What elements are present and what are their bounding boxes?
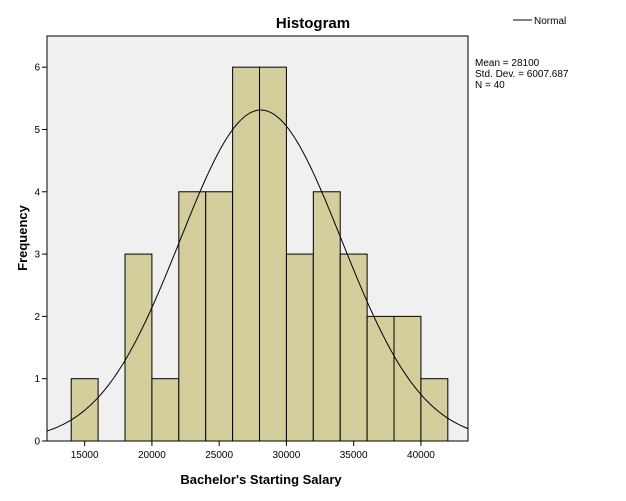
x-axis-label: Bachelor's Starting Salary xyxy=(180,472,342,487)
stat-std-dev: Std. Dev. = 6007.687 xyxy=(475,69,569,80)
histogram-bar xyxy=(259,66,287,442)
histogram-bar xyxy=(393,315,422,442)
axes: 0 1 2 3 4 5 6 15000 20000 25000 30000 35000 40000 xyxy=(34,63,435,461)
normal-curve-layer xyxy=(46,109,469,432)
x-tick-label: 25000 xyxy=(205,450,233,461)
legend: Normal xyxy=(513,16,566,27)
chart-title: Histogram xyxy=(276,15,350,32)
stats-box: Mean = 28100 Std. Dev. = 6007.687 N = 40 xyxy=(475,58,569,91)
legend-normal-label: Normal xyxy=(534,16,566,27)
x-tick-label: 30000 xyxy=(273,450,301,461)
histogram-bar xyxy=(151,378,180,442)
x-tick-label: 35000 xyxy=(340,450,368,461)
histogram-bar xyxy=(205,191,234,442)
y-tick-label: 5 xyxy=(34,125,40,136)
histogram-bar xyxy=(124,253,153,442)
y-tick-label: 1 xyxy=(34,374,40,385)
y-tick-label: 3 xyxy=(34,250,40,261)
y-tick-label: 0 xyxy=(34,437,40,448)
histogram-bar xyxy=(178,191,207,442)
x-tick-label: 15000 xyxy=(71,450,99,461)
x-tick-label: 40000 xyxy=(407,450,435,461)
histogram-bar xyxy=(366,315,395,442)
y-axis-label: Frequency xyxy=(15,204,30,271)
histogram-bar xyxy=(285,253,314,442)
histogram-bar xyxy=(420,378,449,442)
stat-mean: Mean = 28100 xyxy=(475,58,540,69)
y-tick-label: 2 xyxy=(34,312,40,323)
normal-curve xyxy=(46,109,469,432)
histogram-bar xyxy=(339,253,368,442)
y-tick-label: 4 xyxy=(34,187,40,198)
y-tick-label: 6 xyxy=(34,63,40,74)
histogram-bar xyxy=(232,66,261,442)
histogram-bar xyxy=(312,191,341,442)
stat-n: N = 40 xyxy=(475,80,505,91)
x-tick-label: 20000 xyxy=(138,450,166,461)
